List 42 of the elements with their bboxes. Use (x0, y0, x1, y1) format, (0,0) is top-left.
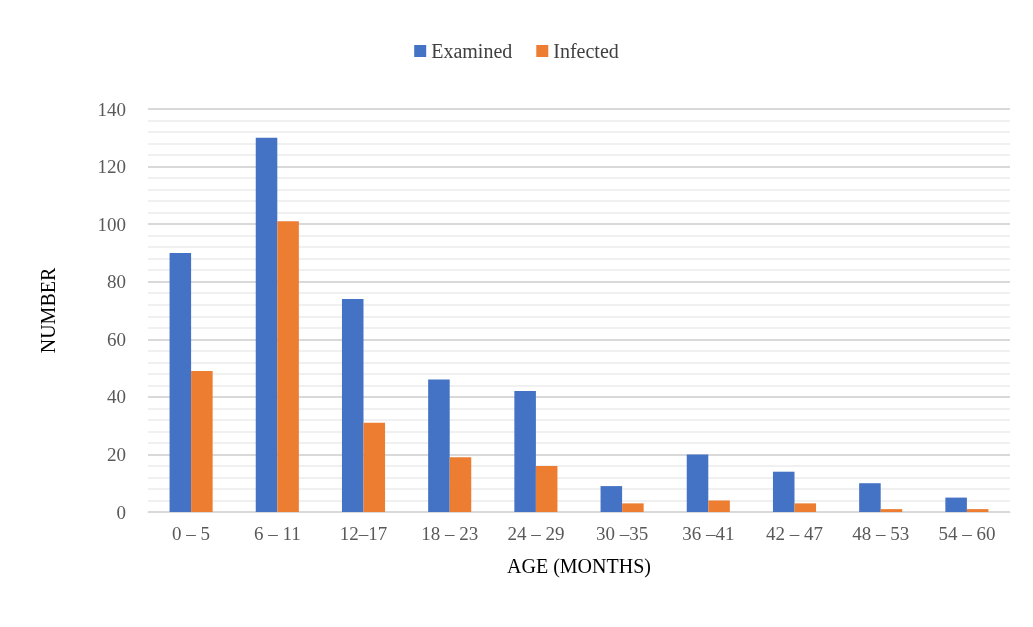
y-tick-label: 100 (97, 213, 126, 235)
y-tick-label: 0 (116, 501, 126, 523)
bar (880, 509, 903, 512)
bar (966, 509, 989, 512)
bar (794, 503, 817, 512)
y-tick-label: 80 (107, 271, 126, 293)
y-tick-label: 120 (97, 156, 126, 178)
bar (600, 486, 623, 512)
x-tick-label: 0 – 5 (172, 523, 211, 544)
y-tick-label: 40 (107, 386, 126, 408)
bar (428, 379, 450, 512)
x-tick-label: 54 – 60 (938, 523, 996, 544)
x-tick-label: 18 – 23 (421, 523, 479, 544)
bar (859, 483, 881, 512)
y-axis-title: NUMBER (37, 267, 59, 354)
bar (514, 391, 536, 512)
bar (945, 497, 967, 512)
x-tick-label: 36 –41 (682, 523, 735, 544)
bar (535, 465, 558, 512)
x-tick-label: 30 –35 (595, 523, 649, 544)
bar (341, 298, 364, 512)
y-tick-label: 20 (107, 443, 126, 465)
bar (772, 471, 795, 512)
x-tick-label: 6 – 11 (253, 523, 301, 544)
bar (449, 457, 472, 512)
bar (169, 252, 192, 512)
legend-label: Infected (553, 40, 619, 62)
x-tick-label: 42 – 47 (766, 523, 823, 544)
legend-label: Examined (431, 40, 513, 62)
bar (622, 503, 644, 512)
bar (255, 137, 278, 512)
x-axis-title: AGE (MONTHS) (507, 555, 651, 578)
bar (191, 370, 213, 512)
x-tick-label: 12–17 (339, 523, 388, 544)
y-tick-label: 60 (107, 328, 126, 350)
bar (686, 454, 709, 512)
x-tick-label: 24 – 29 (507, 523, 565, 544)
bar (277, 221, 299, 512)
x-tick-label: 48 – 53 (852, 523, 910, 544)
y-tick-label: 140 (97, 98, 126, 120)
bar (363, 422, 386, 512)
bar (708, 500, 730, 512)
